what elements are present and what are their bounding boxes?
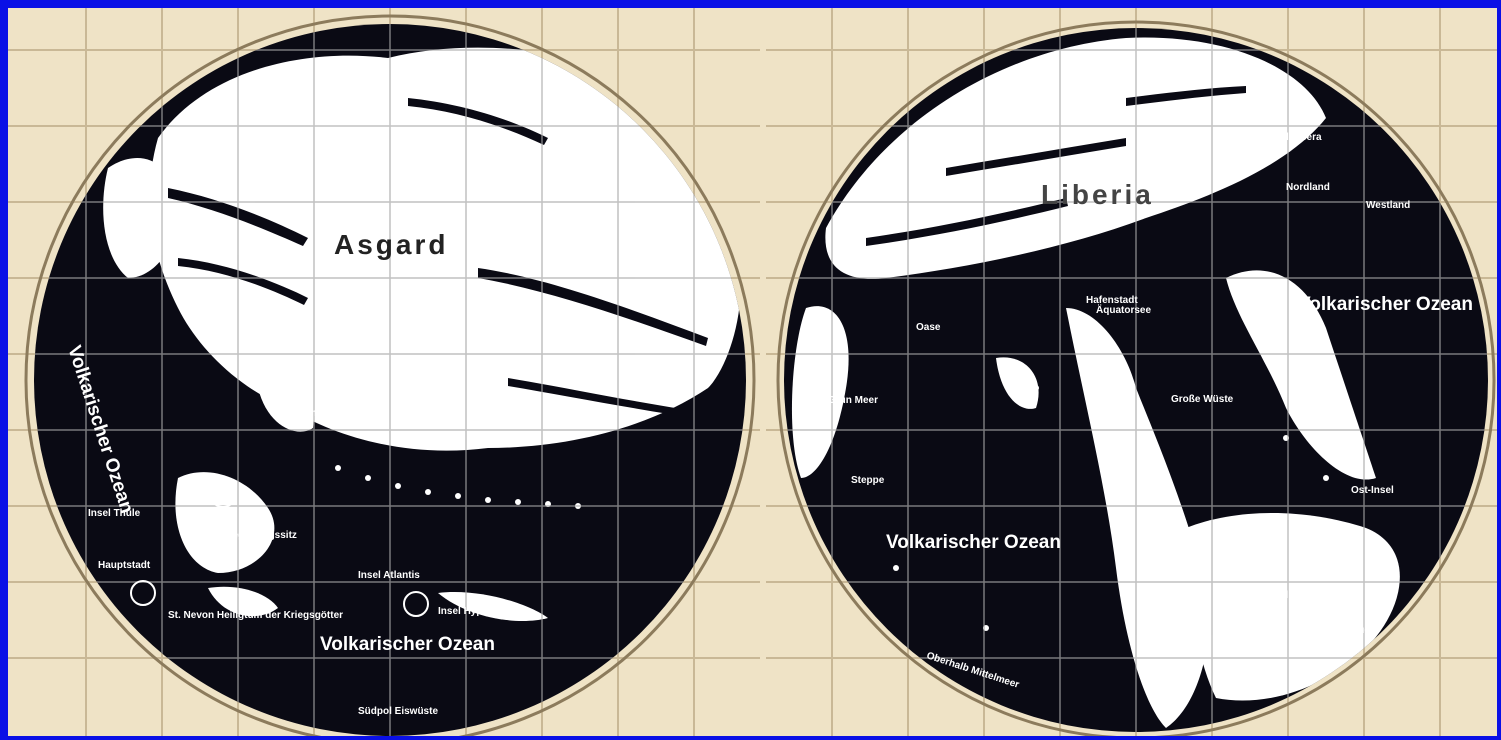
left-hemisphere-map: Asgard Volkarischer Ozean Volkarischer O… [8, 8, 760, 736]
right-small-label-10: Insel Süd [1326, 625, 1370, 636]
left-small-label-6: Insel Hyperborea [438, 606, 520, 617]
right-small-label-3: Steppe [851, 475, 885, 486]
right-hemisphere-map: Liberia Volkarischer Ozean Volkarischer … [766, 8, 1497, 736]
right-small-label-1: Oase [916, 322, 941, 333]
left-small-label-0: Insel der Asen [308, 408, 376, 419]
right-small-label-9: Hafenstadt [1086, 295, 1138, 306]
map-frame: Asgard Volkarischer Ozean Volkarischer O… [8, 8, 1497, 736]
liberia-label: Liberia [1041, 179, 1154, 210]
left-small-label-2: Insel Thule [88, 508, 141, 519]
right-small-label-11: Äquatorsee [1096, 303, 1151, 316]
right-small-label-2: Große Wüste [1171, 394, 1234, 405]
right-small-label-8: Westland [1366, 200, 1410, 211]
left-hemisphere-panel: Asgard Volkarischer Ozean Volkarischer O… [8, 8, 760, 736]
left-small-label-3: St. Nevon Heiligtum der Kriegsgötter [168, 610, 343, 621]
right-land [791, 37, 1400, 728]
asgard-label: Asgard [334, 229, 448, 260]
left-ocean-label: Volkarischer Ozean [320, 634, 495, 655]
left-small-label-4: Hauptstadt [98, 560, 151, 571]
left-small-label-5: Insel Atlantis [358, 570, 420, 581]
right-east-ocean-label: Volkarischer Ozean [1298, 294, 1473, 315]
right-small-label-0: Insel Libera [1266, 132, 1322, 143]
right-small-label-6: Ost-Insel [1351, 485, 1394, 496]
right-small-label-7: Nordland [1286, 182, 1330, 193]
left-emblems [130, 482, 429, 617]
right-small-label-4: Eiswüste (Insel der Götter) [1216, 590, 1343, 601]
right-small-label-5: Grün Meer [828, 395, 878, 406]
left-small-label-1: Asgard Regierungssitz [188, 530, 297, 541]
left-small-label-7: Südpol Eiswüste [358, 706, 438, 717]
right-hemisphere-panel: Liberia Volkarischer Ozean Volkarischer … [766, 8, 1497, 736]
right-ocean-label: Volkarischer Ozean [886, 532, 1061, 553]
left-land [103, 47, 741, 621]
